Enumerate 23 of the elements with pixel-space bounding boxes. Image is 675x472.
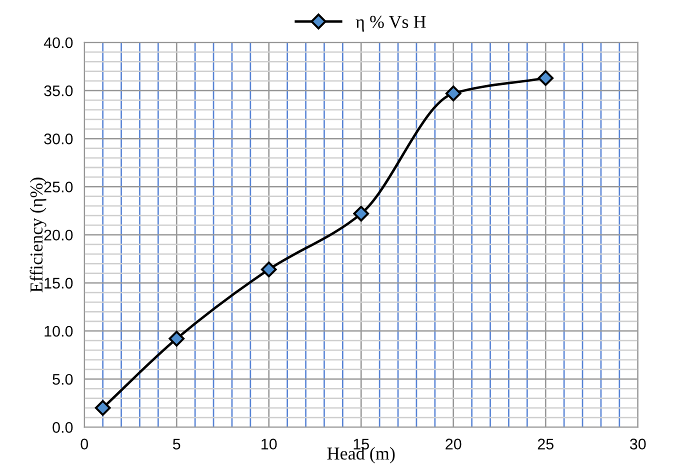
point [538,70,554,86]
y-tick-label: 40.0 [44,37,73,48]
point [260,262,277,278]
x-tick-label: 30 [630,438,646,450]
point [445,86,462,102]
y-tick-label: 25.0 [44,182,73,192]
y-tick-label: 30.0 [44,134,73,144]
x-tick-label: 20 [446,438,462,450]
y-axis-title: Efficiency (η%) [30,178,46,292]
y-tick-label: 35.0 [44,85,73,96]
legend-label: η % Vs H [356,16,426,32]
y-tick-label: 10.0 [44,326,73,337]
point [353,206,370,222]
point [94,400,111,416]
y-tick-label: 5.0 [52,374,73,385]
y-tick-label: 0.0 [52,422,73,433]
x-tick-label: 0 [80,438,88,450]
point [168,330,185,347]
y-tick-label: 15.0 [44,278,73,289]
y-tick-label: 20.0 [44,230,73,241]
x-tick-label: 25 [538,438,554,450]
x-tick-label: 5 [172,438,180,450]
x-tick-label: 10 [262,438,277,450]
